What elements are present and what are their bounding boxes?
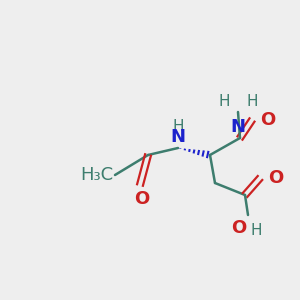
Text: O: O: [268, 169, 283, 187]
Text: N: N: [170, 128, 185, 146]
Text: O: O: [134, 190, 150, 208]
Text: H₃C: H₃C: [80, 166, 113, 184]
Text: O: O: [231, 219, 246, 237]
Text: O: O: [260, 111, 275, 129]
Text: H: H: [251, 223, 262, 238]
Text: H: H: [172, 119, 184, 134]
Text: H: H: [218, 94, 230, 109]
Text: N: N: [230, 118, 245, 136]
Text: H: H: [246, 94, 257, 109]
